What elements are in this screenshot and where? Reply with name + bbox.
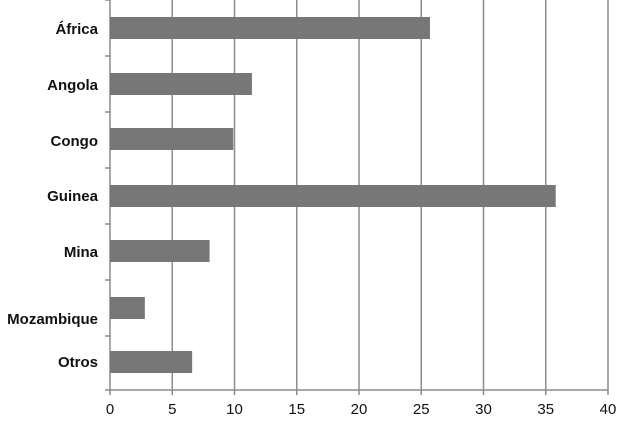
bar-angola (110, 73, 252, 95)
category-label: África (55, 21, 98, 38)
bar-congo (110, 128, 234, 150)
bars (110, 17, 556, 373)
category-label: Guinea (47, 188, 99, 205)
labels: África Angola Congo Guinea Mina Mozambique Otr… (7, 21, 616, 418)
bar-africa (110, 17, 430, 39)
category-label: Congo (51, 133, 98, 150)
x-tick-label: 35 (537, 401, 554, 418)
x-tick-label: 10 (226, 401, 243, 418)
bar-guinea (110, 185, 556, 207)
x-tick-label: 5 (168, 401, 176, 418)
category-label: Angola (47, 77, 98, 94)
category-label: Otros (58, 354, 98, 371)
x-tick-label: 40 (600, 401, 617, 418)
x-tick-label: 15 (288, 401, 305, 418)
x-tick-label: 20 (351, 401, 368, 418)
bar-otros (110, 351, 193, 373)
x-tick-label: 25 (413, 401, 430, 418)
category-label: Mozambique (7, 311, 98, 328)
bar-mina (110, 240, 210, 262)
bar-mozambique (110, 297, 145, 319)
category-label: Mina (64, 244, 99, 261)
x-tick-label: 30 (475, 401, 492, 418)
x-tick-label: 0 (106, 401, 114, 418)
